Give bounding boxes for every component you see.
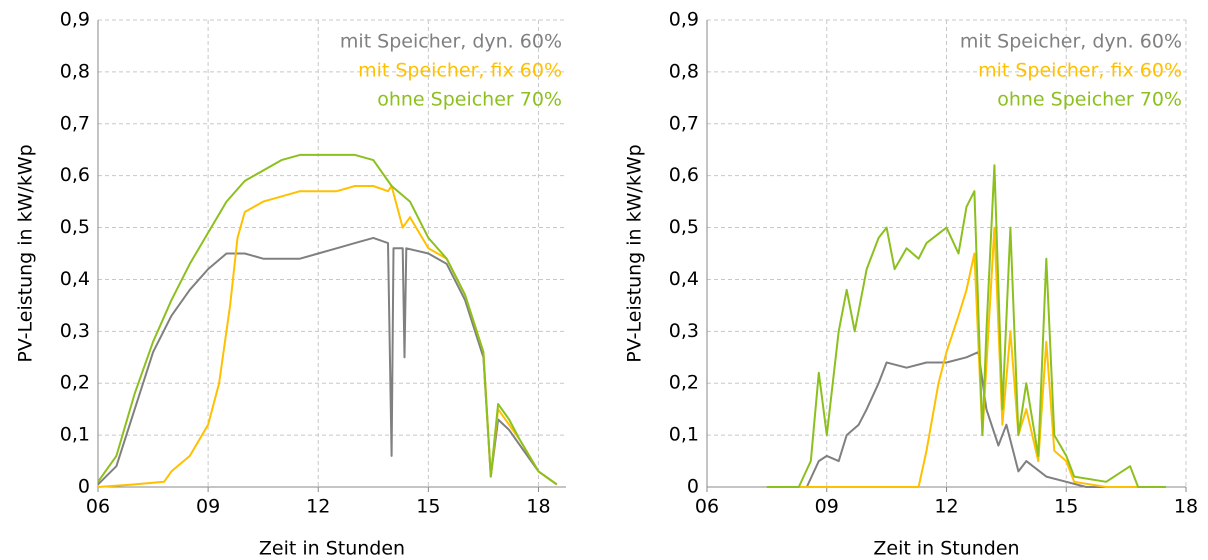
y-tick-label: 0,5 [669,216,699,238]
y-axis-label: PV-Leistung in kW/kWp [15,144,37,362]
y-tick-label: 0,9 [60,9,90,31]
x-tick-label: 15 [416,496,440,518]
y-tick-label: 0,7 [60,112,90,134]
x-tick-label: 12 [934,496,958,518]
y-tick-label: 0,8 [60,60,90,82]
y-tick-label: 0,4 [60,268,90,290]
legend-entry: ohne Speicher 70% [377,89,562,111]
series-line [766,351,1166,488]
y-axis-label: PV-Leistung in kW/kWp [624,144,646,362]
y-tick-label: 0,4 [669,268,699,290]
x-tick-label: 06 [695,496,719,518]
series-line [766,164,1166,488]
y-tick-label: 0,7 [669,112,699,134]
y-tick-label: 0,1 [60,424,90,446]
legend-entry: ohne Speicher 70% [997,89,1182,111]
x-tick-label: 15 [1054,496,1078,518]
x-axis-label: Zeit in Stunden [873,538,1019,560]
y-tick-label: 0,2 [669,372,699,394]
series-line [97,236,558,486]
legend-entry: mit Speicher, dyn. 60% [960,31,1182,53]
x-tick-label: 09 [196,496,220,518]
y-tick-label: 0,6 [60,164,90,186]
y-tick-label: 0,1 [669,424,699,446]
y-tick-label: 0,3 [60,320,90,342]
x-tick-label: 09 [815,496,839,518]
series-line [97,153,558,486]
x-tick-label: 18 [1174,496,1198,518]
y-tick-label: 0,8 [669,60,699,82]
y-tick-label: 0,3 [669,320,699,342]
x-tick-label: 12 [306,496,330,518]
legend-entry: mit Speicher, fix 60% [358,60,562,82]
y-tick-label: 0,2 [60,372,90,394]
x-axis-label: Zeit in Stunden [259,538,405,560]
y-tick-label: 0,9 [669,9,699,31]
y-tick-label: 0,5 [60,216,90,238]
y-tick-label: 0 [687,476,699,498]
y-tick-label: 0 [78,476,90,498]
legend-entry: mit Speicher, dyn. 60% [340,31,562,53]
x-tick-label: 18 [526,496,550,518]
y-tick-label: 0,6 [669,164,699,186]
series-line [766,226,1166,488]
x-tick-label: 06 [86,496,110,518]
legend-entry: mit Speicher, fix 60% [978,60,1182,82]
